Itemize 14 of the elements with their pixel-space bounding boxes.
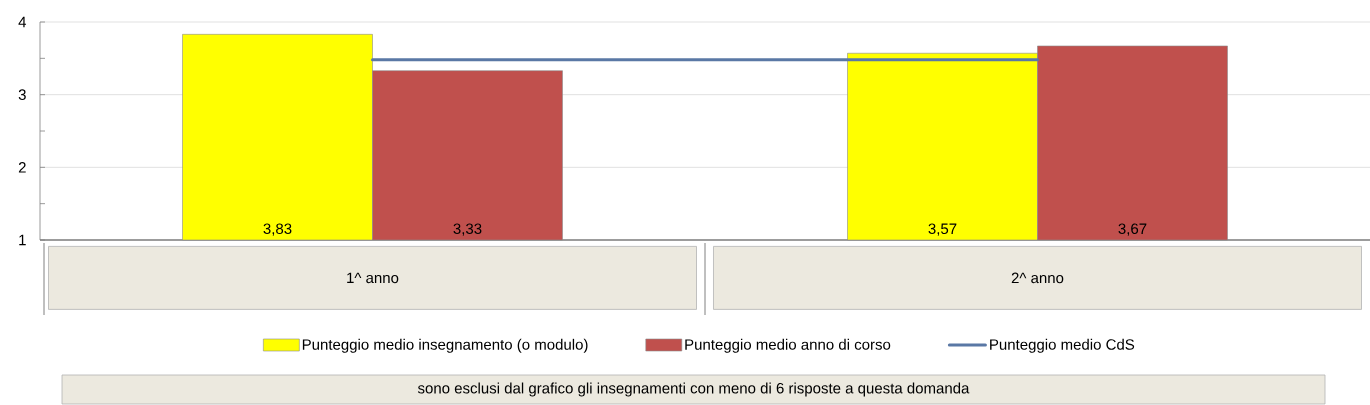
y-tick-label: 3 [18,89,26,100]
x-tick-label: 2^ anno [1011,272,1064,284]
y-tick-label: 1 [19,234,26,246]
text: sono esclusi dal grafico gli insegnamenti con meno di 6 risposte a questa domanda [417,382,970,397]
legend-label: Punteggio medio insegnamento (o modulo) [302,338,588,353]
y-tick-label: 4 [18,16,27,28]
legend-label: Punteggio medio anno di corso [685,338,891,353]
data-label: 3,67 [1118,223,1147,236]
legend-label: Punteggio medio CdS [990,338,1135,353]
x-tick-label: 1^ anno [347,272,399,284]
data-label: 3,33 [453,223,482,236]
data-label: 3,83 [263,223,292,236]
y-tick-label: 2 [18,162,26,173]
data-label: 3,57 [928,223,957,236]
